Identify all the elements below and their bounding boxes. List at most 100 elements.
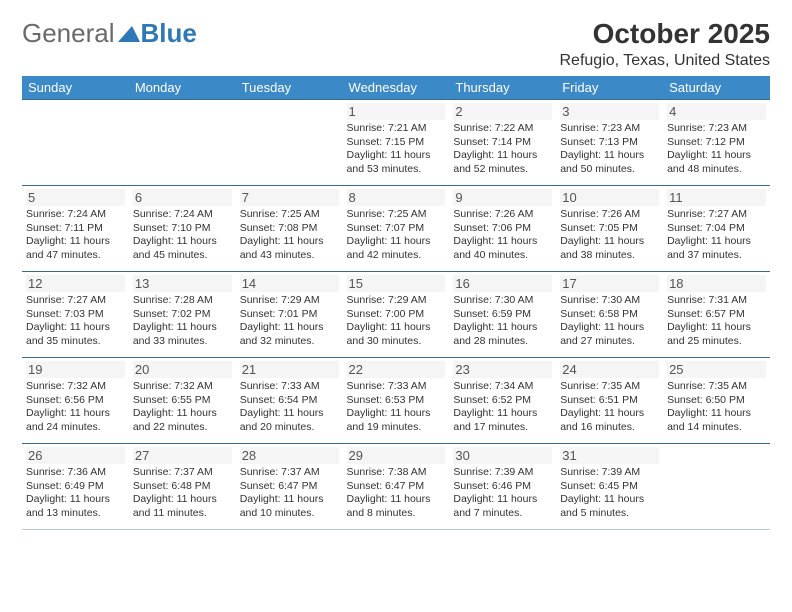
day-header: Saturday [663,76,770,100]
calendar-cell: 6Sunrise: 7:24 AMSunset: 7:10 PMDaylight… [129,186,236,272]
logo-text-general: General [22,18,115,49]
day-number: 22 [347,361,446,378]
calendar-cell [22,100,129,186]
day-number: 16 [453,275,552,292]
calendar-cell: 28Sunrise: 7:37 AMSunset: 6:47 PMDayligh… [236,444,343,530]
calendar-cell: 8Sunrise: 7:25 AMSunset: 7:07 PMDaylight… [343,186,450,272]
day-info: Sunrise: 7:35 AMSunset: 6:51 PMDaylight:… [560,380,659,435]
calendar-cell: 13 Sunrise: 7:28 AMSunset: 7:02 PMDayligh… [129,272,236,358]
day-header: Wednesday [343,76,450,100]
day-number: 4 [667,103,766,120]
day-info: Sunrise: 7:24 AMSunset: 7:11 PMDaylight:… [26,208,125,263]
day-number: 9 [453,189,552,206]
day-number: 7 [240,189,339,206]
calendar-week-row: 5 Sunrise: 7:24 AMSunset: 7:11 PMDaylight… [22,186,770,272]
calendar-cell [129,100,236,186]
calendar-cell: 12 Sunrise: 7:27 AMSunset: 7:03 PMDayligh… [22,272,129,358]
day-info: Sunrise: 7:29 AMSunset: 7:00 PMDaylight:… [347,294,446,349]
day-header-row: SundayMondayTuesdayWednesdayThursdayFrid… [22,76,770,100]
day-info: Sunrise: 7:28 AMSunset: 7:02 PMDaylight:… [133,294,232,349]
day-info: Sunrise: 7:23 AMSunset: 7:13 PMDaylight:… [560,122,659,177]
calendar-cell: 17Sunrise: 7:30 AMSunset: 6:58 PMDayligh… [556,272,663,358]
day-number: 24 [560,361,659,378]
calendar-week-row: 1 Sunrise: 7:21 AMSunset: 7:15 PMDaylight… [22,100,770,186]
calendar-cell: 10 Sunrise: 7:26 AMSunset: 7:05 PMDayligh… [556,186,663,272]
day-header: Friday [556,76,663,100]
calendar-cell: 23 Sunrise: 7:34 AMSunset: 6:52 PMDayligh… [449,358,556,444]
day-info: Sunrise: 7:27 AMSunset: 7:03 PMDaylight:… [26,294,125,349]
day-info: Sunrise: 7:33 AMSunset: 6:54 PMDaylight:… [240,380,339,435]
calendar-cell: 18Sunrise: 7:31 AMSunset: 6:57 PMDayligh… [663,272,770,358]
calendar-cell: 11 Sunrise: 7:27 AMSunset: 7:04 PMDayligh… [663,186,770,272]
day-number: 12 [26,275,125,292]
day-number: 11 [667,189,766,206]
day-info: Sunrise: 7:25 AMSunset: 7:07 PMDaylight:… [347,208,446,263]
day-info: Sunrise: 7:21 AMSunset: 7:15 PMDaylight:… [347,122,446,177]
calendar-cell: 2 Sunrise: 7:22 AMSunset: 7:14 PMDaylight… [449,100,556,186]
day-info: Sunrise: 7:27 AMSunset: 7:04 PMDaylight:… [667,208,766,263]
day-info: Sunrise: 7:23 AMSunset: 7:12 PMDaylight:… [667,122,766,177]
calendar-cell: 19 Sunrise: 7:32 AMSunset: 6:56 PMDayligh… [22,358,129,444]
location-label: Refugio, Texas, United States [560,52,771,70]
day-info: Sunrise: 7:29 AMSunset: 7:01 PMDaylight:… [240,294,339,349]
day-number: 6 [133,189,232,206]
day-number: 14 [240,275,339,292]
title-block: October 2025 Refugio, Texas, United Stat… [560,18,771,70]
calendar-cell: 16Sunrise: 7:30 AMSunset: 6:59 PMDayligh… [449,272,556,358]
day-number: 20 [133,361,232,378]
day-number: 30 [453,447,552,464]
day-info: Sunrise: 7:39 AMSunset: 6:46 PMDaylight:… [453,466,552,521]
day-info: Sunrise: 7:32 AMSunset: 6:56 PMDaylight:… [26,380,125,435]
calendar-cell: 9 Sunrise: 7:26 AMSunset: 7:06 PMDaylight… [449,186,556,272]
day-number: 10 [560,189,659,206]
calendar-cell: 20Sunrise: 7:32 AMSunset: 6:55 PMDayligh… [129,358,236,444]
logo: General Blue [22,18,197,49]
day-info: Sunrise: 7:39 AMSunset: 6:45 PMDaylight:… [560,466,659,521]
calendar-cell: 25 Sunrise: 7:35 AMSunset: 6:50 PMDayligh… [663,358,770,444]
day-number: 26 [26,447,125,464]
day-number: 19 [26,361,125,378]
day-info: Sunrise: 7:35 AMSunset: 6:50 PMDaylight:… [667,380,766,435]
day-info: Sunrise: 7:26 AMSunset: 7:06 PMDaylight:… [453,208,552,263]
day-number: 31 [560,447,659,464]
header: General Blue October 2025 Refugio, Texas… [22,18,770,70]
day-number: 5 [26,189,125,206]
day-number: 27 [133,447,232,464]
calendar-table: SundayMondayTuesdayWednesdayThursdayFrid… [22,76,770,530]
day-number: 2 [453,103,552,120]
calendar-week-row: 12 Sunrise: 7:27 AMSunset: 7:03 PMDayligh… [22,272,770,358]
day-number: 1 [347,103,446,120]
day-number: 13 [133,275,232,292]
day-info: Sunrise: 7:22 AMSunset: 7:14 PMDaylight:… [453,122,552,177]
day-info: Sunrise: 7:26 AMSunset: 7:05 PMDaylight:… [560,208,659,263]
day-number: 29 [347,447,446,464]
logo-triangle-icon [118,24,140,44]
calendar-cell: 29Sunrise: 7:38 AMSunset: 6:47 PMDayligh… [343,444,450,530]
calendar-body: 1 Sunrise: 7:21 AMSunset: 7:15 PMDaylight… [22,100,770,530]
calendar-cell: 21Sunrise: 7:33 AMSunset: 6:54 PMDayligh… [236,358,343,444]
day-info: Sunrise: 7:33 AMSunset: 6:53 PMDaylight:… [347,380,446,435]
day-info: Sunrise: 7:36 AMSunset: 6:49 PMDaylight:… [26,466,125,521]
logo-text-blue: Blue [141,18,197,49]
day-info: Sunrise: 7:31 AMSunset: 6:57 PMDaylight:… [667,294,766,349]
day-header: Tuesday [236,76,343,100]
day-info: Sunrise: 7:34 AMSunset: 6:52 PMDaylight:… [453,380,552,435]
day-number: 25 [667,361,766,378]
calendar-cell: 5 Sunrise: 7:24 AMSunset: 7:11 PMDaylight… [22,186,129,272]
calendar-cell: 1 Sunrise: 7:21 AMSunset: 7:15 PMDaylight… [343,100,450,186]
day-number: 23 [453,361,552,378]
calendar-week-row: 19 Sunrise: 7:32 AMSunset: 6:56 PMDayligh… [22,358,770,444]
day-number: 28 [240,447,339,464]
calendar-cell: 3 Sunrise: 7:23 AMSunset: 7:13 PMDaylight… [556,100,663,186]
calendar-cell: 22 Sunrise: 7:33 AMSunset: 6:53 PMDayligh… [343,358,450,444]
day-header: Thursday [449,76,556,100]
day-header: Sunday [22,76,129,100]
calendar-cell: 4 Sunrise: 7:23 AMSunset: 7:12 PMDaylight… [663,100,770,186]
day-info: Sunrise: 7:37 AMSunset: 6:48 PMDaylight:… [133,466,232,521]
day-number: 3 [560,103,659,120]
calendar-cell: 26 Sunrise: 7:36 AMSunset: 6:49 PMDayligh… [22,444,129,530]
calendar-cell: 15Sunrise: 7:29 AMSunset: 7:00 PMDayligh… [343,272,450,358]
calendar-cell: 24 Sunrise: 7:35 AMSunset: 6:51 PMDayligh… [556,358,663,444]
calendar-week-row: 26 Sunrise: 7:36 AMSunset: 6:49 PMDayligh… [22,444,770,530]
day-number: 17 [560,275,659,292]
